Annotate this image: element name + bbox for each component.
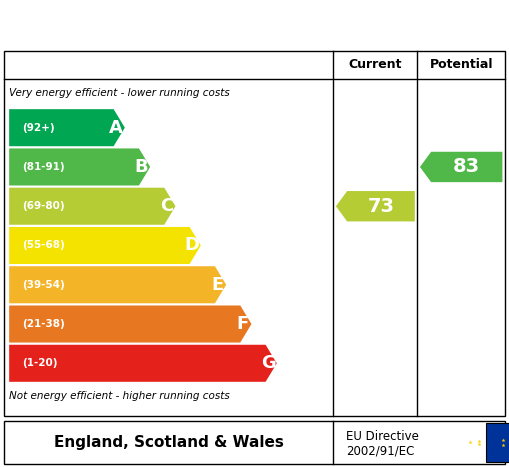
Text: E: E	[211, 276, 223, 294]
Polygon shape	[9, 109, 125, 146]
Text: Energy Efficiency Rating: Energy Efficiency Rating	[15, 14, 341, 37]
Text: G: G	[261, 354, 275, 372]
Text: (92+): (92+)	[22, 123, 54, 133]
Polygon shape	[9, 305, 251, 343]
Polygon shape	[9, 345, 277, 382]
Text: Current: Current	[349, 58, 402, 71]
Polygon shape	[9, 266, 226, 303]
Text: F: F	[237, 315, 249, 333]
Text: 83: 83	[453, 157, 480, 177]
Polygon shape	[9, 149, 150, 185]
Text: (81-91): (81-91)	[22, 162, 65, 172]
Text: D: D	[185, 236, 200, 255]
Text: Potential: Potential	[430, 58, 493, 71]
Text: Not energy efficient - higher running costs: Not energy efficient - higher running co…	[9, 391, 230, 401]
Text: EU Directive: EU Directive	[346, 430, 419, 443]
Text: (55-68): (55-68)	[22, 241, 65, 250]
Text: (1-20): (1-20)	[22, 358, 58, 368]
Text: England, Scotland & Wales: England, Scotland & Wales	[54, 435, 284, 450]
Text: 2002/91/EC: 2002/91/EC	[346, 445, 414, 458]
Text: Very energy efficient - lower running costs: Very energy efficient - lower running co…	[9, 88, 230, 99]
Text: (69-80): (69-80)	[22, 201, 65, 211]
Polygon shape	[420, 152, 502, 182]
Text: 73: 73	[367, 197, 394, 216]
Polygon shape	[9, 188, 176, 225]
Bar	[4, 421, 505, 464]
Polygon shape	[9, 227, 201, 264]
Text: (39-54): (39-54)	[22, 280, 65, 290]
Polygon shape	[336, 191, 415, 221]
Bar	[486, 423, 509, 462]
Text: C: C	[160, 197, 174, 215]
Text: B: B	[135, 158, 148, 176]
Text: A: A	[109, 119, 123, 137]
Text: (21-38): (21-38)	[22, 319, 65, 329]
